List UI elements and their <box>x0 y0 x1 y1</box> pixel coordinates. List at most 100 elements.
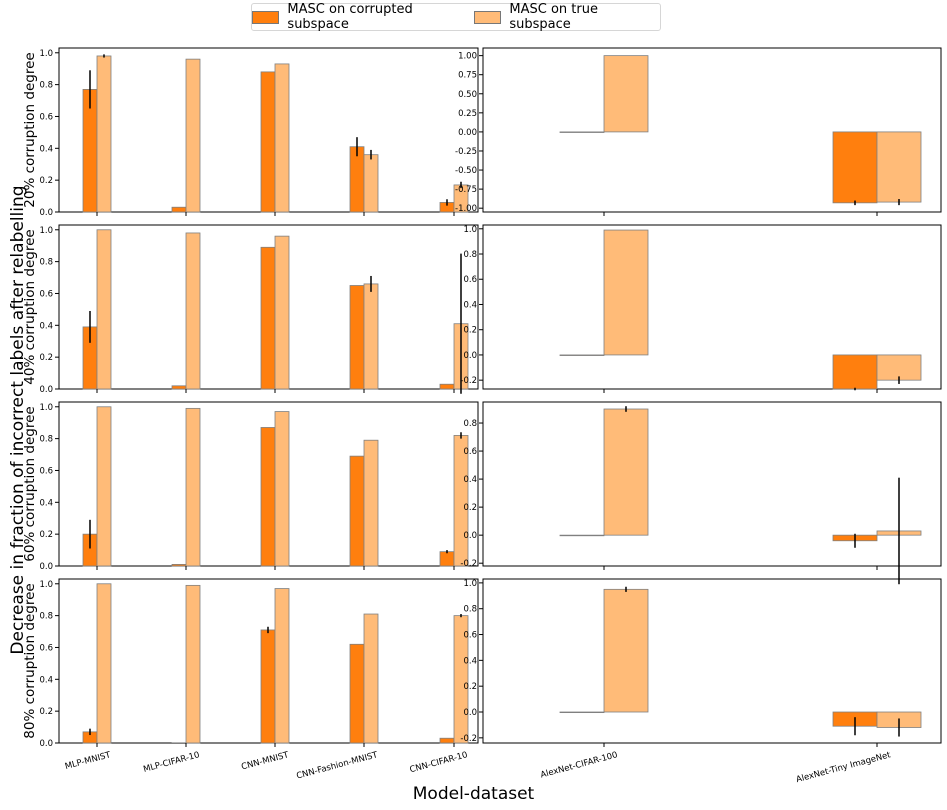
row1-left-ytick-label: 1.0 <box>39 49 53 59</box>
row2-left-ytick-label: 0.4 <box>39 321 53 331</box>
row4-left-xtick-label: CNN-CIFAR-10 <box>409 750 469 775</box>
legend-label-true: MASC on true subspace <box>509 2 598 32</box>
row4-left-xtick-label: MLP-CIFAR-10 <box>142 750 201 775</box>
row3-left-bar-true-4 <box>363 439 379 567</box>
row2-right-ytick-label: 0.0 <box>463 351 477 361</box>
legend-label-corrupted: MASC on corrupted subspace <box>287 2 413 32</box>
row2-right-ytick-label: -0.2 <box>460 376 477 386</box>
row2-left-bar-true-1 <box>96 229 112 390</box>
row1-left-bar-true-2 <box>185 58 201 213</box>
row1-right-axes-frame <box>482 47 942 213</box>
row4-right-ytick-label: 0.8 <box>463 605 477 615</box>
row4-left-ytick-label: 0.2 <box>39 707 53 717</box>
row3-left-ytick-label: 0.6 <box>39 466 53 476</box>
row3-left-bar-corrupted-5 <box>439 551 455 567</box>
row4-left-bar-true-3 <box>274 588 290 744</box>
row3-right-axes-frame <box>482 401 942 567</box>
row4-right-ytick-label: 1.0 <box>463 579 477 589</box>
row1-left-ytick-label: 0.4 <box>39 144 53 154</box>
row4-left-xtick-label: MLP-MNIST <box>64 750 113 772</box>
row2-right-ytick-label: 0.6 <box>463 275 477 285</box>
row4-left-bar-corrupted-5 <box>439 737 455 744</box>
row1-left-ytick-label: 0.8 <box>39 81 53 91</box>
row2-right-ytick-label: 0.8 <box>463 250 477 260</box>
row2-left-ytick-label: 0.6 <box>39 289 53 299</box>
row4-right-axes-frame <box>482 578 942 744</box>
legend-swatch-true <box>473 10 502 24</box>
row2-right-bar-corrupted-1 <box>559 354 605 356</box>
row3-left-ytick-label: 1.0 <box>39 403 53 413</box>
row3-right-bar-true-1 <box>603 408 649 536</box>
row4-left-ytick-label: 0.6 <box>39 643 53 653</box>
row1-corruption-label: 20% corruption degree <box>22 52 38 207</box>
row3-left-bar-corrupted-4 <box>349 455 365 567</box>
row3-right-ytick-label: 0.4 <box>463 475 477 485</box>
row2-corruption-label: 40% corruption degree <box>22 229 38 384</box>
row2-left-ytick-label: 0.0 <box>39 385 53 395</box>
row1-right-ytick-label: 0.00 <box>458 128 477 138</box>
row1-left-ytick-label: 0.6 <box>39 112 53 122</box>
row2-right-bar-true-2 <box>876 354 922 381</box>
row4-left-bar-corrupted-3 <box>260 629 276 744</box>
row2-left-bar-corrupted-4 <box>349 285 365 390</box>
row3-left-ytick-label: 0.2 <box>39 530 53 540</box>
row3-left-ytick-label: 0.0 <box>39 562 53 572</box>
row2-left-bar-corrupted-5 <box>439 383 455 390</box>
row4-right-ytick-label: 0.2 <box>463 682 477 692</box>
row3-right-bar-corrupted-1 <box>559 534 605 537</box>
row4-left-bar-corrupted-2 <box>171 742 187 745</box>
row1-left-bar-true-1 <box>96 55 112 213</box>
row2-right-bar-corrupted-2 <box>832 354 878 390</box>
row4-right-ytick-label: 0.6 <box>463 631 477 641</box>
row2-right-ytick-label: 0.4 <box>463 300 477 310</box>
row1-right-bar-true-2 <box>876 131 922 203</box>
row3-left-bar-corrupted-2 <box>171 564 187 567</box>
row4-left-xtick-label: CNN-MNIST <box>240 750 290 772</box>
row1-left-ytick-label: 0.2 <box>39 176 53 186</box>
row3-left-ytick-label: 0.8 <box>39 435 53 445</box>
row1-left-bar-corrupted-2 <box>171 206 187 213</box>
row2-right-ytick-label: 0.2 <box>463 326 477 336</box>
row1-right-ytick-label: 0.25 <box>458 109 477 119</box>
row4-left-ytick-label: 1.0 <box>39 580 53 590</box>
row4-right-bar-corrupted-1 <box>559 711 605 714</box>
row4-right-ytick-label: -0.2 <box>460 734 477 744</box>
row4-left-bar-true-4 <box>363 613 379 744</box>
row3-left-bar-true-2 <box>185 407 201 567</box>
row3-corruption-label: 60% corruption degree <box>22 406 38 561</box>
row1-right-ytick-label: 0.75 <box>458 71 477 81</box>
row2-left-bar-corrupted-2 <box>171 385 187 390</box>
row1-left-bar-corrupted-3 <box>260 71 276 213</box>
row1-right-bar-true-1 <box>603 55 649 133</box>
row1-left-bar-true-3 <box>274 63 290 213</box>
row4-right-bar-true-1 <box>603 588 649 713</box>
legend-item-corrupted: MASC on corrupted subspace <box>252 2 474 32</box>
row1-right-bar-corrupted-1 <box>559 131 605 133</box>
row4-left-bar-true-2 <box>185 584 201 744</box>
row3-right-ytick-label: 0.2 <box>463 503 477 513</box>
row4-right-xtick-label: AlexNet-Tiny ImageNet <box>795 750 892 785</box>
row3-left-bar-true-1 <box>96 406 112 567</box>
row4-corruption-label: 80% corruption degree <box>22 583 38 738</box>
row2-right-axes-frame <box>482 224 942 390</box>
row2-left-bar-true-3 <box>274 235 290 390</box>
row4-left-bar-true-1 <box>96 583 112 744</box>
row1-right-ytick-label: -0.50 <box>455 166 477 176</box>
row4-left-ytick-label: 0.8 <box>39 612 53 622</box>
legend-swatch-corrupted <box>252 10 280 24</box>
row2-left-bar-corrupted-3 <box>260 246 276 390</box>
row4-left-bar-corrupted-4 <box>349 643 365 744</box>
y-axis-title: Decrease in fraction of incorrect labels… <box>8 185 28 655</box>
row1-left-bar-corrupted-4 <box>349 146 365 213</box>
row3-right-ytick-label: -0.2 <box>460 559 477 569</box>
row3-left-bar-corrupted-3 <box>260 427 276 567</box>
row1-right-ytick-label: -0.75 <box>455 185 477 195</box>
legend: MASC on corrupted subspace MASC on true … <box>251 2 661 32</box>
row3-left-ytick-label: 0.4 <box>39 498 53 508</box>
row1-right-ytick-label: -0.25 <box>455 147 477 157</box>
row2-left-bar-true-4 <box>363 283 379 390</box>
row2-left-ytick-label: 0.8 <box>39 258 53 268</box>
row1-right-ytick-label: 1.00 <box>458 52 477 62</box>
row2-right-ytick-label: 1.0 <box>463 225 477 235</box>
